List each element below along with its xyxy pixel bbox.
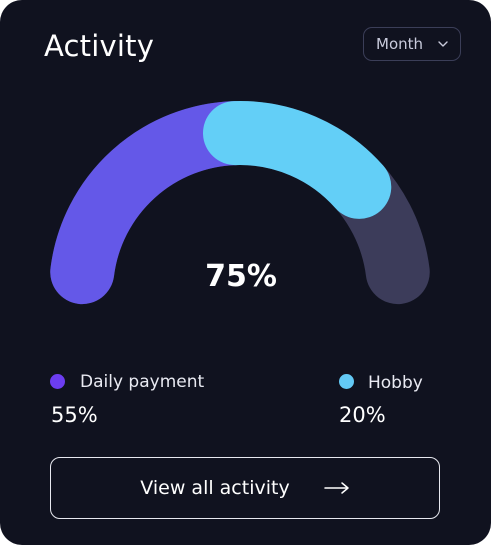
legend-value-daily-payment: 55% <box>51 403 98 427</box>
legend-value-hobby: 20% <box>339 403 386 427</box>
legend-label-daily-payment: Daily payment <box>80 372 205 392</box>
view-all-activity-button[interactable]: View all activity <box>50 457 440 519</box>
arrow-right-icon <box>323 482 349 494</box>
view-all-activity-label: View all activity <box>140 477 290 499</box>
hobby-dot-icon <box>339 374 354 389</box>
period-dropdown-value: Month <box>376 35 424 53</box>
gauge-center-value: 75% <box>205 259 277 294</box>
chevron-down-icon <box>438 41 448 47</box>
daily-payment-dot-icon <box>50 374 65 389</box>
period-dropdown[interactable]: Month <box>363 27 461 61</box>
legend-label-hobby: Hobby <box>368 373 423 393</box>
gauge-segment-hobby <box>203 101 392 219</box>
card-title: Activity <box>44 29 155 63</box>
